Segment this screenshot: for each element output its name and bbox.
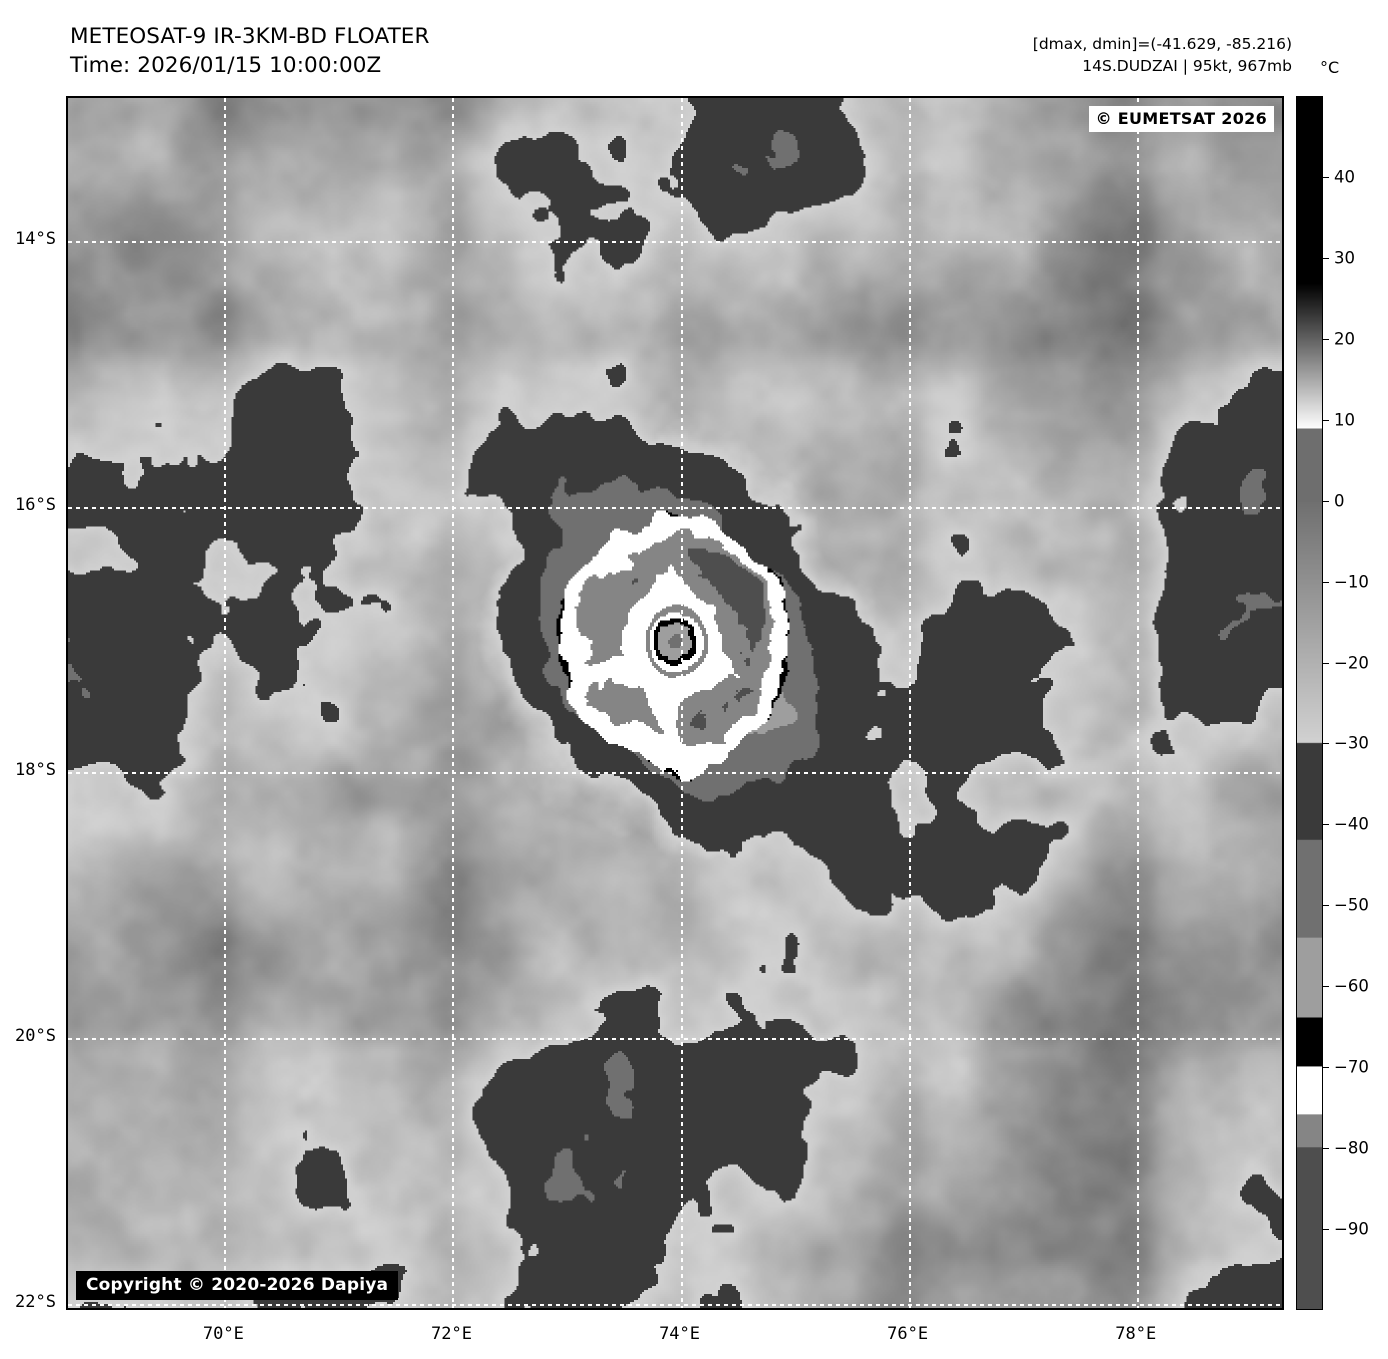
x-axis-tick-label: 70°E (202, 1324, 244, 1344)
colorbar-tick-label: −20 (1334, 653, 1369, 673)
satellite-ir-imagery (68, 98, 1282, 1308)
colorbar-tick-label: −80 (1334, 1138, 1369, 1158)
colorbar-tick-mark (1323, 177, 1329, 178)
x-axis-tick-label: 74°E (659, 1324, 701, 1344)
x-axis-tick-label: 78°E (1115, 1324, 1157, 1344)
header-left-block: METEOSAT-9 IR-3KM-BD FLOATER Time: 2026/… (70, 22, 770, 80)
y-axis-tick-label: 18°S (15, 760, 56, 781)
y-axis-tick-label: 22°S (15, 1292, 56, 1313)
colorbar-tick-label: 30 (1334, 248, 1355, 268)
colorbar-tick-label: 10 (1334, 410, 1355, 430)
page-title: METEOSAT-9 IR-3KM-BD FLOATER (70, 24, 430, 49)
colorbar-tick-label: −50 (1334, 895, 1369, 915)
copyright-stamp: Copyright © 2020-2026 Dapiya (76, 1271, 399, 1300)
eumetsat-credit-stamp: © EUMETSAT 2026 (1088, 106, 1274, 132)
colorbar-tick-label: 20 (1334, 329, 1355, 349)
storm-info-line: 14S.DUDZAI | 95kt, 967mb (1082, 57, 1292, 75)
colorbar-tick-mark (1323, 986, 1329, 987)
colorbar-tick-mark (1323, 582, 1329, 583)
colorbar-gradient (1297, 97, 1322, 1309)
colorbar-ticks: 40 30 20 10 0 −10 −20 −30 −40 −50 −60 −70 −80 −90 (1296, 96, 1386, 1310)
colorbar-tick-label: 40 (1334, 167, 1355, 187)
colorbar-tick-mark (1323, 663, 1329, 664)
data-extrema-line: [dmax, dmin]=(-41.629, -85.216) (1032, 35, 1292, 53)
colorbar-tick-label: −60 (1334, 976, 1369, 996)
timestamp-line: Time: 2026/01/15 10:00:00Z (70, 53, 382, 78)
colorbar-tick-label: −10 (1334, 572, 1369, 592)
colorbar-tick-mark (1323, 1067, 1329, 1068)
y-axis-tick-label: 14°S (15, 228, 56, 249)
temperature-colorbar[interactable] (1296, 96, 1323, 1310)
colorbar-tick-mark (1323, 824, 1329, 825)
x-axis-tick-label: 72°E (430, 1324, 472, 1344)
colorbar-tick-mark (1323, 743, 1329, 744)
colorbar-tick-label: −40 (1334, 814, 1369, 834)
colorbar-tick-mark (1323, 501, 1329, 502)
colorbar-tick-label: −90 (1334, 1219, 1369, 1239)
colorbar-tick-mark (1323, 1229, 1329, 1230)
colorbar-tick-label: 0 (1334, 491, 1345, 511)
colorbar-tick-mark (1323, 258, 1329, 259)
colorbar-tick-mark (1323, 1148, 1329, 1149)
header-right-block: [dmax, dmin]=(-41.629, -85.216) 14S.DUDZ… (1033, 33, 1292, 77)
colorbar-unit-label: °C (1320, 58, 1340, 77)
colorbar-tick-mark (1323, 339, 1329, 340)
y-axis-tick-label: 16°S (15, 494, 56, 515)
colorbar-tick-label: −30 (1334, 733, 1369, 753)
colorbar-tick-mark (1323, 420, 1329, 421)
satellite-image-plot[interactable]: © EUMETSAT 2026 Copyright © 2020-2026 Da… (66, 96, 1284, 1310)
x-axis-tick-label: 76°E (887, 1324, 929, 1344)
colorbar-tick-label: −70 (1334, 1057, 1369, 1077)
y-axis-tick-label: 20°S (15, 1026, 56, 1047)
colorbar-tick-mark (1323, 905, 1329, 906)
